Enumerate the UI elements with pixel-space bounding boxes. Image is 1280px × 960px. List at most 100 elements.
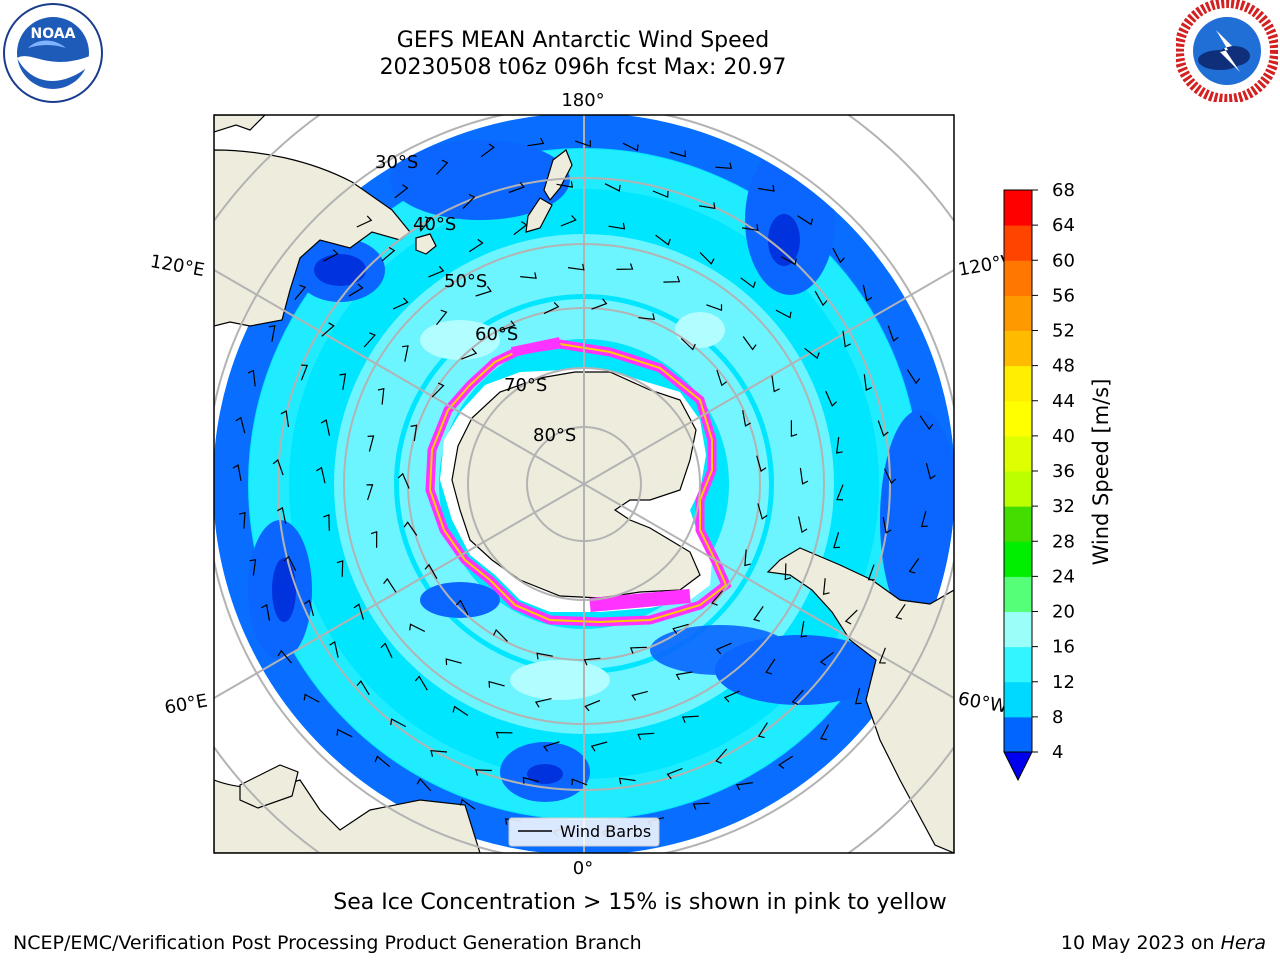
wind-barb: [560, 215, 577, 227]
wind-barb: [247, 369, 256, 387]
wind-barb: [618, 777, 636, 785]
colorbar-segment: [1004, 400, 1032, 437]
wind-barb: [791, 689, 804, 705]
wind-barb: [698, 202, 716, 210]
wind-barb: [740, 277, 756, 289]
wind-barb: [276, 506, 287, 524]
wind-barb: [887, 325, 899, 342]
noaa-logo-text: NOAA: [31, 26, 76, 42]
wind-barb: [303, 693, 320, 703]
wind-barb: [323, 514, 330, 531]
wind-barb: [798, 516, 808, 534]
wind-barb: [249, 558, 257, 576]
wind-barb: [320, 419, 331, 436]
noaa-logo: NOAA: [2, 2, 104, 104]
colorbar-segment: [1004, 681, 1032, 718]
wind-barb: [699, 252, 715, 265]
wind-barb: [374, 755, 390, 768]
wind-barb: [353, 603, 364, 620]
wind-barb: [715, 642, 732, 655]
wind-barb: [436, 309, 448, 326]
lat-label-50: 50°S: [444, 271, 487, 292]
wind-barb: [836, 484, 844, 501]
wind-barb: [556, 181, 574, 188]
wind-barb: [280, 410, 290, 428]
wind-barb: [402, 345, 409, 362]
sea-ice-band: [425, 337, 732, 627]
colorbar-segment: [1004, 330, 1032, 367]
wind-barb: [753, 606, 764, 622]
wind-barb: [744, 549, 751, 567]
colorbar-segment: [1004, 506, 1032, 542]
wind-barb: [666, 767, 683, 780]
wind-barb: [493, 628, 508, 642]
wind-barb: [742, 224, 759, 232]
wind-barb: [663, 275, 681, 283]
map-frame: [213, 114, 955, 854]
wind-barb: [833, 532, 840, 549]
wind-barb: [672, 623, 689, 634]
lon-label-120e: 120°E: [149, 251, 207, 281]
wind-barb: [455, 599, 469, 616]
colorbar-segment: [1004, 576, 1032, 612]
lat-label-80: 80°S: [533, 425, 576, 446]
colorbar-under-extension: [1003, 751, 1033, 782]
lat-label-60: 60°S: [475, 324, 518, 345]
wind-barb: [584, 699, 601, 712]
sea-ice-caption: Sea Ice Concentration > 15% is shown in …: [333, 890, 947, 915]
wind-barb: [797, 215, 814, 226]
wind-barb: [445, 658, 462, 666]
wind-barb: [814, 290, 828, 307]
wind-barbs: [232, 137, 936, 838]
wind-barb: [908, 558, 920, 574]
wind-barb: [919, 415, 934, 431]
wind-barb: [452, 705, 469, 716]
wind-barb: [363, 332, 376, 348]
wind-barb: [655, 234, 671, 246]
wind-barb: [366, 484, 374, 501]
lat-label-40: 40°S: [413, 214, 456, 235]
wind-barb: [430, 750, 448, 757]
wind-barb: [820, 724, 830, 741]
wind-barb: [622, 142, 639, 152]
wind-barb: [780, 256, 797, 266]
wind-barb: [436, 159, 449, 175]
wind-barb: [370, 530, 378, 548]
wind-barb: [410, 424, 418, 442]
wind-barb: [590, 741, 608, 752]
wind-barb: [842, 330, 851, 348]
wind-barb: [348, 283, 364, 297]
wind-barb: [238, 511, 246, 529]
wind-barb: [294, 284, 307, 300]
wind-barb: [377, 387, 385, 405]
wind-barb: [742, 336, 757, 351]
wind-barb: [854, 687, 862, 705]
wind-barb: [844, 609, 858, 625]
wind-barb: [775, 309, 792, 319]
colorbar-segment: [1004, 190, 1032, 226]
wind-barb: [339, 373, 347, 390]
wind-barb: [604, 183, 621, 192]
lon-label-0: 0°: [573, 858, 593, 879]
wind-barb: [790, 420, 798, 438]
chart-title: GEFS MEAN Antarctic Wind Speed: [396, 28, 770, 53]
colorbar-segment: [1004, 716, 1032, 753]
wind-barb: [652, 190, 669, 198]
wind-barb: [715, 162, 733, 170]
footer-date: 10 May 2023 on: [1060, 932, 1221, 954]
wind-barb: [459, 798, 476, 810]
wind-barb: [836, 437, 843, 454]
wind-barb: [757, 503, 768, 520]
colorbar-segment: [1004, 611, 1032, 648]
land-masses: [214, 115, 954, 853]
wind-barb: [867, 564, 875, 581]
wind-barb: [608, 222, 626, 230]
wind-barb: [757, 722, 768, 739]
colorbar-segment: [1004, 365, 1032, 402]
wind-barb: [784, 563, 792, 581]
colorbar-segment: [1004, 541, 1032, 577]
wind-barb: [475, 286, 492, 297]
wind-barb: [822, 578, 830, 595]
wind-barb: [819, 651, 834, 666]
